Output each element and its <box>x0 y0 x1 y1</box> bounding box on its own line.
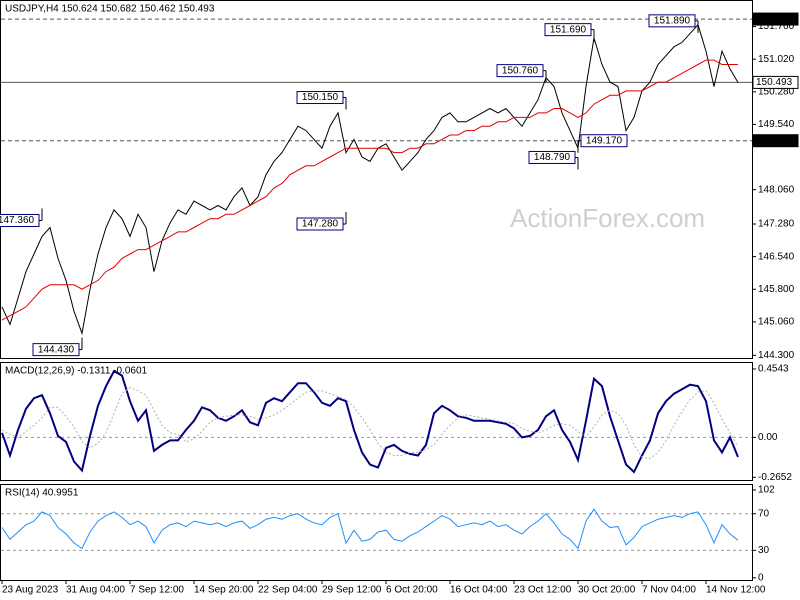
y-tick-label: 150.280 <box>758 86 795 97</box>
y-tick-label: 149.540 <box>758 119 795 130</box>
rsi-panel <box>0 484 753 581</box>
panel-title: MACD(12,26,9) -0.1311 -0.0601 <box>5 366 148 377</box>
x-tick-label: 14 Nov 12:00 <box>706 585 766 596</box>
panel-title: RSI(14) 40.9951 <box>5 488 79 499</box>
annotation-label: 150.760 <box>502 65 539 76</box>
y-tick-label: 151.020 <box>758 54 795 65</box>
x-tick-label: 31 Aug 04:00 <box>66 585 125 596</box>
x-tick-label: 7 Nov 04:00 <box>642 585 696 596</box>
annotation-label: 148.790 <box>534 152 571 163</box>
price-level-label: 150.493 <box>756 77 793 88</box>
annotation-box <box>580 134 628 148</box>
annotation-label: 147.360 <box>0 215 35 226</box>
watermark: ActionForex.com <box>510 203 705 233</box>
y-tick-label: 145.800 <box>758 284 795 295</box>
x-tick-label: 14 Sep 20:00 <box>194 585 254 596</box>
macd-panel <box>0 362 753 481</box>
annotation-box <box>496 64 544 78</box>
series-line <box>1 59 738 321</box>
annotation-box <box>0 213 40 227</box>
price-level-box <box>752 12 799 26</box>
y-tick-label: 144.300 <box>758 350 795 361</box>
y-tick-label: 145.060 <box>758 316 795 327</box>
x-tick-label: 23 Aug 2023 <box>2 585 59 596</box>
annotation-label: 150.150 <box>302 92 339 103</box>
y-tick-label: 0 <box>758 572 764 583</box>
x-tick-label: 29 Sep 12:00 <box>322 585 382 596</box>
annotation-label: 151.690 <box>550 24 587 35</box>
annotation-box <box>296 217 344 231</box>
x-tick-label: 23 Oct 12:00 <box>514 585 572 596</box>
annotation-label: 149.170 <box>586 135 623 146</box>
y-tick-label: 146.540 <box>758 251 795 262</box>
x-tick-label: 7 Sep 12:00 <box>130 585 184 596</box>
price-level-box <box>752 75 799 89</box>
price-level-box <box>752 134 799 148</box>
annotation-box <box>32 343 80 357</box>
annotation-label: 144.430 <box>38 344 75 355</box>
annotation-label: 147.280 <box>302 219 339 230</box>
annotation-label: 151.890 <box>654 15 691 26</box>
y-tick-label: 151.760 <box>758 21 795 32</box>
x-tick-label: 22 Sep 04:00 <box>258 585 318 596</box>
y-tick-label: 0.4543 <box>758 364 789 375</box>
series-line <box>1 508 739 550</box>
y-tick-label: 147.280 <box>758 219 795 230</box>
y-tick-label: 0.00 <box>758 432 778 443</box>
y-tick-label: 70 <box>758 508 770 519</box>
series-line <box>1 387 739 460</box>
series-line <box>1 23 739 336</box>
series-line <box>1 369 739 474</box>
y-tick-label: 102 <box>758 485 775 496</box>
x-tick-label: 6 Oct 20:00 <box>386 585 438 596</box>
y-tick-label: 148.060 <box>758 184 795 195</box>
annotation-box <box>544 23 592 37</box>
y-tick-label: 30 <box>758 545 770 556</box>
price-level-label: 149.170 <box>756 135 793 146</box>
annotation-box <box>296 91 344 105</box>
price-panel <box>0 0 753 359</box>
x-tick-label: 30 Oct 20:00 <box>578 585 636 596</box>
price-level-label: 151.930 <box>756 14 793 25</box>
annotation-box <box>648 14 696 28</box>
y-tick-label: -0.2652 <box>758 472 792 483</box>
panel-title: USDJPY,H4 150.624 150.682 150.462 150.49… <box>5 4 215 15</box>
x-tick-label: 16 Oct 04:00 <box>450 585 508 596</box>
annotation-box <box>528 150 576 164</box>
